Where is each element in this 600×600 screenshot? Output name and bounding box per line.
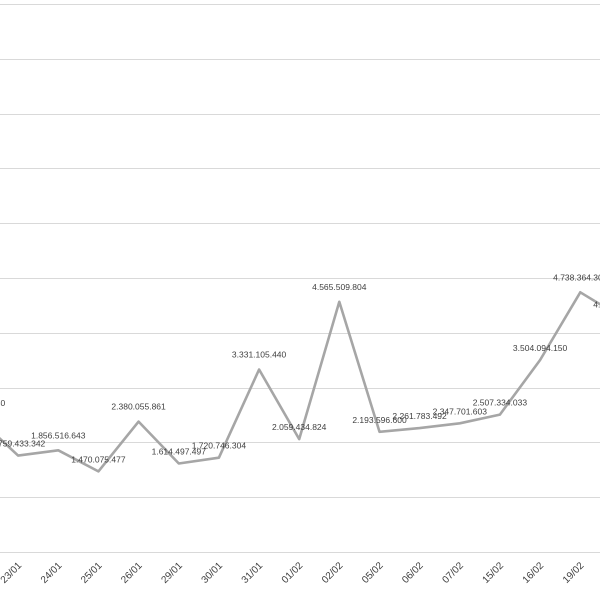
data-label: 4.293.913.521 [593, 300, 600, 310]
x-tick-label: 05/02 [360, 560, 386, 586]
data-label: 1.856.516.643 [31, 430, 86, 440]
data-label: 1.720.746.304 [192, 441, 247, 451]
x-tick-label: 26/01 [119, 560, 145, 586]
data-label: 1.614.497.497 [152, 447, 207, 457]
x-tick-label: 23/01 [0, 560, 25, 586]
data-label: 3.504.094.150 [513, 343, 568, 353]
data-label: 3.331.105.440 [232, 350, 287, 360]
data-label: 1.470.075.477 [71, 454, 126, 464]
series-line [0, 290, 600, 473]
x-tick-label: 06/02 [400, 560, 426, 586]
gridlines [0, 4, 600, 553]
data-label: 2.347.701.603 [433, 406, 488, 416]
data-label: 2.380.055.861 [111, 402, 166, 412]
data-label: 2.441.284.780 [0, 398, 5, 408]
x-axis-tick-labels: 20/0123/0124/0125/0126/0129/0130/0131/01… [0, 560, 587, 586]
x-tick-label: 02/02 [320, 560, 346, 586]
x-tick-label: 31/01 [240, 560, 266, 586]
data-label: 2.261.783.492 [392, 411, 447, 421]
x-tick-label: 16/02 [521, 560, 547, 586]
x-tick-label: 24/01 [39, 560, 65, 586]
x-tick-label: 29/01 [159, 560, 185, 586]
data-label: 2.193.596.600 [352, 415, 407, 425]
data-label: 4.738.364.300 [553, 272, 600, 282]
data-label: 4.565.509.804 [312, 282, 367, 292]
x-tick-label: 30/01 [200, 560, 226, 586]
x-tick-label: 07/02 [440, 560, 466, 586]
data-label: 2.507.334.033 [473, 398, 528, 408]
x-tick-label: 15/02 [481, 560, 507, 586]
data-label: 1.759.433.342 [0, 439, 46, 449]
x-tick-label: 19/02 [561, 560, 587, 586]
x-tick-label: 01/02 [280, 560, 306, 586]
x-tick-label: 25/01 [79, 560, 105, 586]
series-layer [0, 290, 600, 473]
data-label: 2.059.434.824 [272, 422, 327, 432]
